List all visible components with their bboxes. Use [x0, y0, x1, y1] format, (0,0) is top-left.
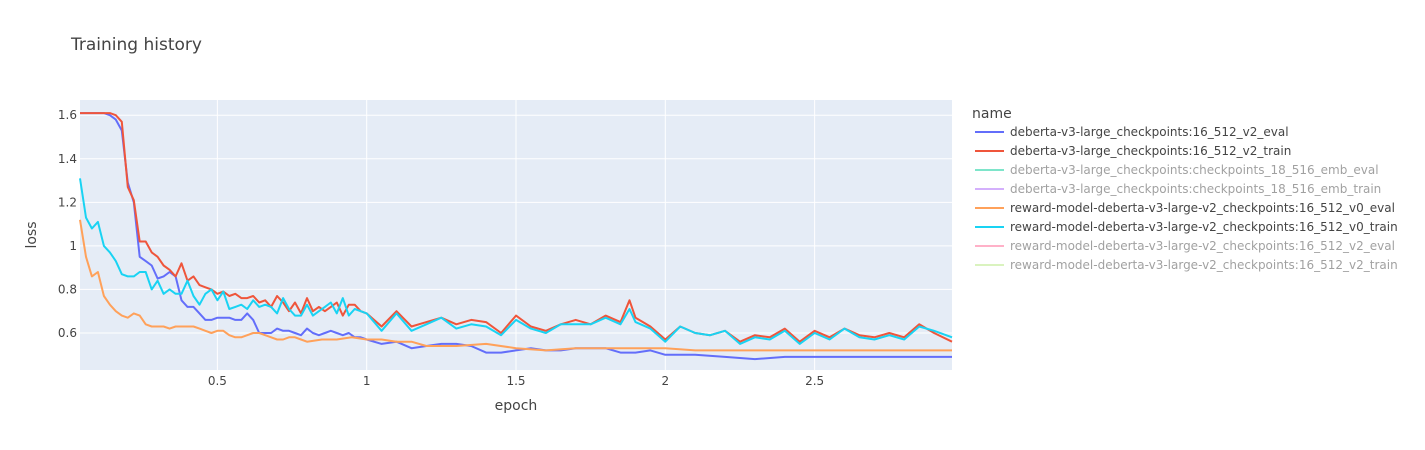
y-tick-labels: 0.6 0.8 1 1.2 1.4 1.6: [58, 108, 77, 340]
y-tick-label: 1.4: [58, 152, 77, 166]
x-tick-label: 2.5: [805, 374, 824, 388]
x-tick-label: 1.5: [506, 374, 525, 388]
series-6-line[interactable]: [79, 178, 953, 345]
legend-item-6[interactable]: reward-model-deberta-v3-large-v2_checkpo…: [975, 220, 1398, 234]
legend-item-2[interactable]: deberta-v3-large_checkpoints:16_512_v2_t…: [975, 144, 1291, 158]
x-tick-label: 2: [661, 374, 669, 388]
legend-item-4[interactable]: deberta-v3-large_checkpoints:checkpoints…: [975, 182, 1381, 196]
series-5-line[interactable]: [79, 219, 952, 352]
chart-title: Training history: [70, 35, 202, 55]
legend: deberta-v3-large_checkpoints:16_512_v2_e…: [975, 125, 1398, 272]
legend-label: deberta-v3-large_checkpoints:checkpoints…: [1010, 163, 1379, 177]
y-tick-label: 0.6: [58, 326, 77, 340]
x-axis-title: epoch: [495, 398, 538, 414]
y-tick-label: 0.8: [58, 282, 77, 296]
y-tick-label: 1.2: [58, 195, 77, 209]
x-tick-label: 1: [363, 374, 371, 388]
grid: [80, 100, 952, 370]
legend-label: reward-model-deberta-v3-large-v2_checkpo…: [1010, 239, 1395, 253]
legend-item-3[interactable]: deberta-v3-large_checkpoints:checkpoints…: [975, 163, 1379, 177]
y-tick-label: 1: [69, 239, 77, 253]
legend-item-1[interactable]: deberta-v3-large_checkpoints:16_512_v2_e…: [975, 125, 1289, 139]
legend-title: name: [972, 106, 1012, 122]
x-tick-labels: 0.5 1 1.5 2 2.5: [208, 374, 824, 388]
legend-label: deberta-v3-large_checkpoints:16_512_v2_t…: [1010, 144, 1291, 158]
legend-label: deberta-v3-large_checkpoints:16_512_v2_e…: [1010, 125, 1289, 139]
legend-item-5[interactable]: reward-model-deberta-v3-large-v2_checkpo…: [975, 201, 1395, 215]
y-axis-title: loss: [24, 221, 40, 248]
series-layer[interactable]: [79, 112, 953, 361]
legend-label: reward-model-deberta-v3-large-v2_checkpo…: [1010, 220, 1398, 234]
legend-item-8[interactable]: reward-model-deberta-v3-large-v2_checkpo…: [975, 258, 1398, 272]
x-tick-label: 0.5: [208, 374, 227, 388]
legend-label: deberta-v3-large_checkpoints:checkpoints…: [1010, 182, 1381, 196]
legend-item-7[interactable]: reward-model-deberta-v3-large-v2_checkpo…: [975, 239, 1395, 253]
series-1-line[interactable]: [80, 112, 952, 361]
legend-label: reward-model-deberta-v3-large-v2_checkpo…: [1010, 258, 1398, 272]
legend-label: reward-model-deberta-v3-large-v2_checkpo…: [1010, 201, 1395, 215]
y-tick-label: 1.6: [58, 108, 77, 122]
